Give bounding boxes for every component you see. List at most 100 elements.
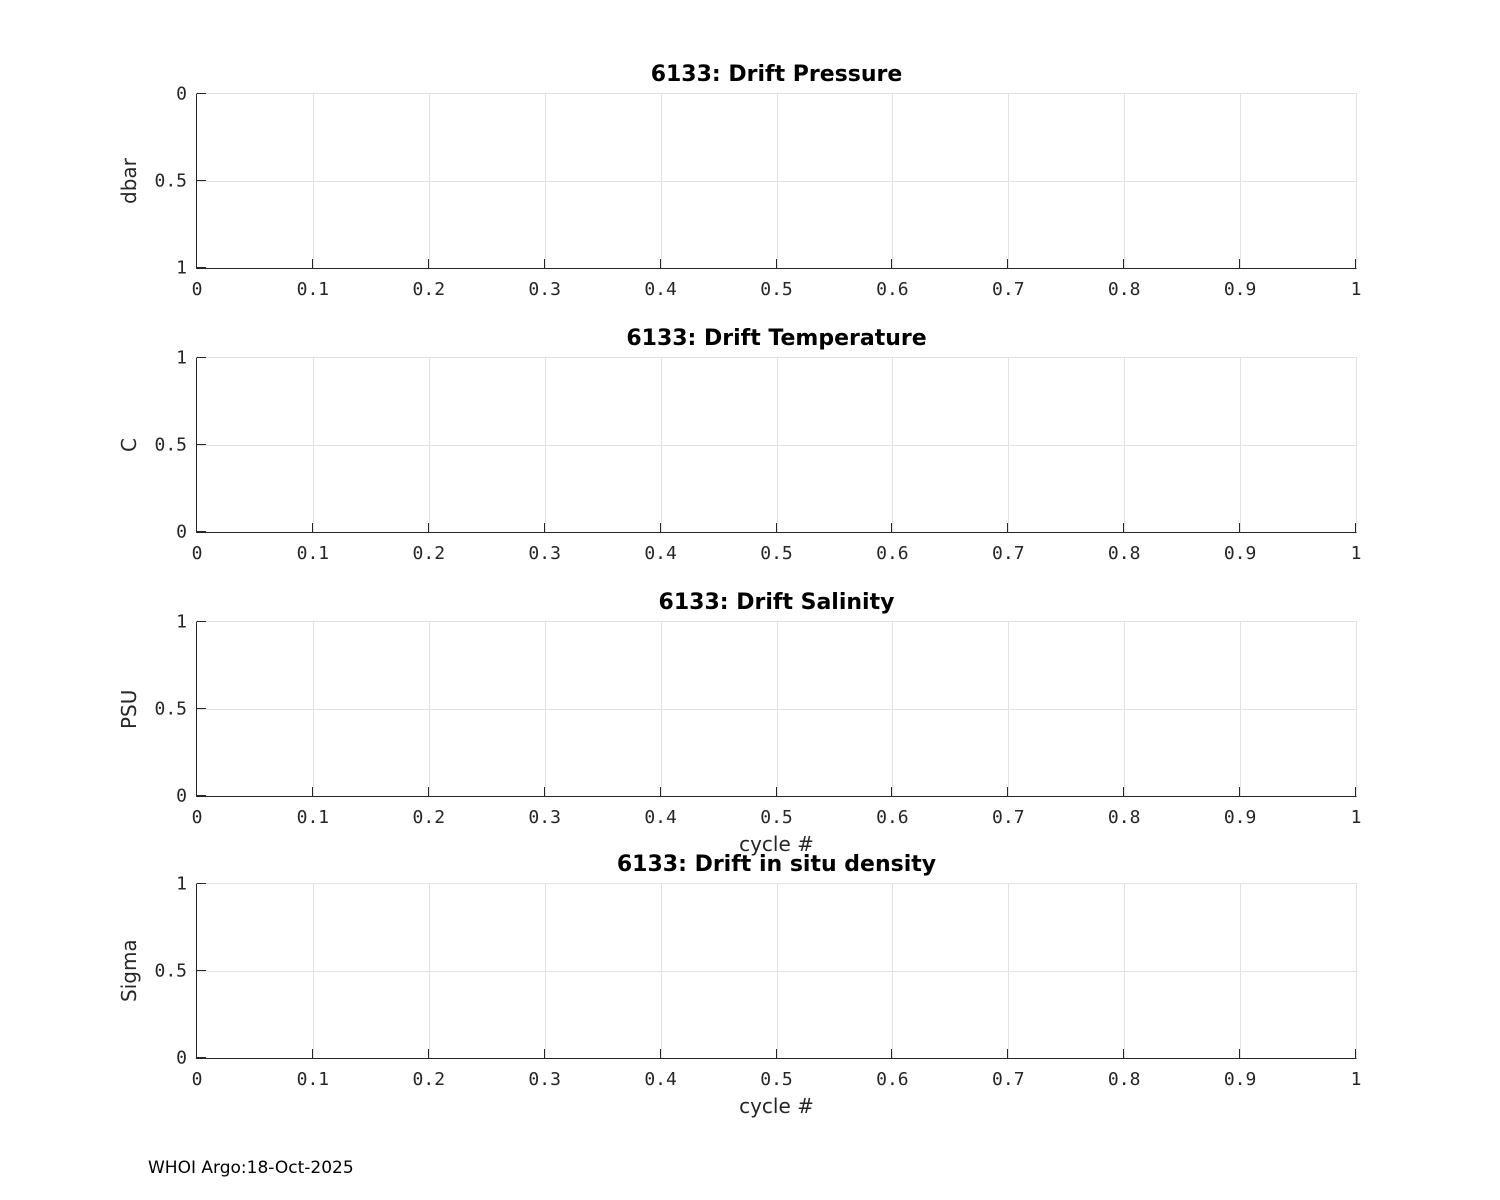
x-tick-mark bbox=[659, 259, 661, 268]
y-tick-label: 0.5 bbox=[154, 960, 187, 982]
y-tick-label: 1 bbox=[176, 347, 187, 369]
y-tick-label: 0 bbox=[176, 521, 187, 543]
x-tick-mark bbox=[891, 523, 893, 532]
x-tick-label: 0.9 bbox=[1223, 543, 1257, 564]
x-tick-label: 0.5 bbox=[760, 279, 793, 300]
x-tick-label: 1 bbox=[1350, 807, 1362, 828]
x-tick-label: 0.8 bbox=[1107, 543, 1141, 564]
x-tick-mark bbox=[891, 787, 893, 796]
x-tick-mark bbox=[1123, 523, 1125, 532]
x-tick-label: 0.6 bbox=[876, 543, 909, 564]
x-tick-label: 1 bbox=[1350, 543, 1362, 564]
x-tick-mark bbox=[1355, 1049, 1356, 1058]
x-tick-label: 0.3 bbox=[528, 807, 561, 828]
subplot-drift-density: 6133: Drift in situ density Sigma 0 0.1 0.… bbox=[117, 852, 1361, 1117]
x-axis-label: cycle # bbox=[739, 832, 814, 856]
x-tick-mark bbox=[1239, 259, 1241, 268]
x-tick-mark bbox=[196, 1049, 197, 1058]
x-tick-label: 0.2 bbox=[412, 807, 446, 828]
y-tick-mark bbox=[197, 621, 206, 622]
x-tick-mark bbox=[1007, 523, 1009, 532]
x-tick-mark bbox=[311, 787, 313, 796]
x-tick-mark bbox=[1007, 787, 1009, 796]
x-tick-label: 0.7 bbox=[992, 543, 1025, 564]
y-tick-mark bbox=[197, 444, 206, 445]
x-tick-mark bbox=[311, 259, 313, 268]
x-tick-label: 0 bbox=[191, 807, 203, 828]
x-tick-mark bbox=[775, 787, 777, 796]
x-tick-label: 0.8 bbox=[1107, 807, 1141, 828]
x-tick-label: 0.3 bbox=[528, 279, 561, 300]
x-tick-mark bbox=[196, 523, 197, 532]
x-tick-label: 0.7 bbox=[992, 1069, 1025, 1090]
y-tick-label: 1 bbox=[176, 873, 187, 895]
x-tick-mark bbox=[1239, 1049, 1241, 1058]
x-tick-mark bbox=[196, 259, 197, 268]
y-tick-mark bbox=[197, 1057, 206, 1058]
x-tick-label: 0.4 bbox=[644, 543, 677, 564]
x-tick-label: 0.5 bbox=[760, 1069, 793, 1090]
x-tick-label: 0.7 bbox=[992, 279, 1025, 300]
x-tick-label: 0.2 bbox=[412, 543, 446, 564]
x-tick-mark bbox=[196, 787, 197, 796]
x-tick-label: 0.2 bbox=[412, 279, 446, 300]
x-tick-mark bbox=[775, 1049, 777, 1058]
subplot-drift-pressure: 6133: Drift Pressure dbar 0 0.1 0.2 0.3 0.4 0… bbox=[117, 62, 1361, 299]
x-tick-mark bbox=[659, 523, 661, 532]
x-tick-label: 0.4 bbox=[644, 807, 677, 828]
x-tick-label: 0.4 bbox=[644, 1069, 677, 1090]
chart-title: 6133: Drift Temperature bbox=[626, 326, 927, 351]
x-tick-label: 0.8 bbox=[1107, 279, 1141, 300]
chart-title: 6133: Drift Pressure bbox=[650, 62, 903, 87]
x-tick-mark bbox=[543, 787, 545, 796]
y-tick-label: 0 bbox=[176, 83, 187, 105]
x-tick-label: 1 bbox=[1350, 279, 1362, 300]
figure-footer-stamp: WHOI Argo:18-Oct-2025 bbox=[148, 1158, 354, 1178]
x-tick-label: 0.7 bbox=[992, 807, 1025, 828]
x-tick-label: 0.5 bbox=[760, 543, 793, 564]
x-tick-mark bbox=[1239, 787, 1241, 796]
x-tick-mark bbox=[891, 1049, 893, 1058]
x-tick-label: 0.9 bbox=[1223, 807, 1257, 828]
x-tick-mark bbox=[1355, 259, 1356, 268]
x-tick-label: 0.9 bbox=[1223, 1069, 1257, 1090]
x-tick-mark bbox=[1355, 787, 1356, 796]
chart-title: 6133: Drift in situ density bbox=[616, 852, 937, 877]
x-tick-label: 0.6 bbox=[876, 1069, 909, 1090]
x-tick-label: 0.1 bbox=[296, 543, 330, 564]
x-axis-label: cycle # bbox=[739, 1094, 814, 1118]
x-tick-label: 0.1 bbox=[296, 807, 330, 828]
y-tick-label: 0 bbox=[176, 1047, 187, 1069]
x-tick-mark bbox=[311, 523, 313, 532]
x-tick-mark bbox=[1239, 523, 1241, 532]
x-tick-mark bbox=[1123, 787, 1125, 796]
y-tick-mark bbox=[197, 93, 206, 94]
h-gridline bbox=[197, 971, 1356, 972]
x-tick-mark bbox=[659, 787, 661, 796]
y-axis-label: PSU bbox=[117, 689, 141, 729]
y-tick-label: 0 bbox=[176, 785, 187, 807]
y-tick-label: 0.5 bbox=[154, 170, 187, 192]
x-tick-mark bbox=[775, 523, 777, 532]
y-tick-mark bbox=[197, 795, 206, 796]
x-tick-label: 0 bbox=[191, 543, 203, 564]
x-tick-mark bbox=[659, 1049, 661, 1058]
h-gridline bbox=[197, 181, 1356, 182]
h-gridline bbox=[197, 445, 1356, 446]
x-tick-label: 0.2 bbox=[412, 1069, 446, 1090]
x-tick-label: 0.1 bbox=[296, 279, 330, 300]
subplot-drift-temperature: 6133: Drift Temperature C 0 0.1 0.2 0.3 0.4 0… bbox=[117, 326, 1361, 563]
x-tick-label: 0.3 bbox=[528, 1069, 561, 1090]
y-tick-label: 0.5 bbox=[154, 698, 187, 720]
subplot-drift-salinity: 6133: Drift Salinity PSU 0 0.1 0.2 0.3 0.4 0.… bbox=[117, 590, 1361, 855]
y-tick-label: 0.5 bbox=[154, 434, 187, 456]
y-tick-mark bbox=[197, 970, 206, 971]
plot-area: 0 0.1 0.2 0.3 0.4 0.5 0.6 0.7 0.8 0.9 1 1 0.5 0 bbox=[154, 613, 1361, 828]
x-tick-mark bbox=[1007, 259, 1009, 268]
x-tick-mark bbox=[427, 259, 429, 268]
y-tick-mark bbox=[197, 531, 206, 532]
x-tick-mark bbox=[1123, 259, 1125, 268]
x-tick-mark bbox=[1123, 1049, 1125, 1058]
x-tick-mark bbox=[427, 1049, 429, 1058]
